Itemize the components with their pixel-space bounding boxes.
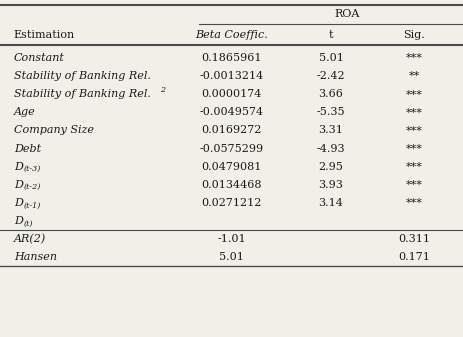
Text: D: D <box>14 180 23 190</box>
Text: 0.0271212: 0.0271212 <box>201 198 262 208</box>
Text: 3.14: 3.14 <box>319 198 344 208</box>
Text: Constant: Constant <box>14 53 65 63</box>
Text: (t): (t) <box>24 219 34 227</box>
Text: -2.42: -2.42 <box>317 71 345 81</box>
Text: Stability of Banking Rel.: Stability of Banking Rel. <box>14 71 151 81</box>
Text: 5.01: 5.01 <box>219 252 244 262</box>
Text: ***: *** <box>406 180 423 190</box>
Text: 0.171: 0.171 <box>399 252 430 262</box>
Text: 0.0479081: 0.0479081 <box>201 161 262 172</box>
Text: (t-3): (t-3) <box>24 165 42 173</box>
Text: D: D <box>14 216 23 226</box>
Text: 2: 2 <box>160 86 165 94</box>
Text: 0.0134468: 0.0134468 <box>201 180 262 190</box>
Text: 0.311: 0.311 <box>398 234 431 244</box>
Text: Beta Coeffic.: Beta Coeffic. <box>195 30 268 40</box>
Text: 3.93: 3.93 <box>319 180 344 190</box>
Text: ***: *** <box>406 161 423 172</box>
Text: (t-1): (t-1) <box>24 202 42 209</box>
Text: 0.0169272: 0.0169272 <box>201 125 262 135</box>
Text: D: D <box>14 161 23 172</box>
Text: -0.0575299: -0.0575299 <box>200 144 263 154</box>
Text: Sig.: Sig. <box>404 30 425 40</box>
Text: -4.93: -4.93 <box>317 144 345 154</box>
Text: 0.1865961: 0.1865961 <box>201 53 262 63</box>
Text: ***: *** <box>406 125 423 135</box>
Text: (t-2): (t-2) <box>24 183 42 191</box>
Text: Company Size: Company Size <box>14 125 94 135</box>
Text: Estimation: Estimation <box>14 30 75 40</box>
Text: AR(2): AR(2) <box>14 234 46 244</box>
Text: D: D <box>14 198 23 208</box>
Text: 3.31: 3.31 <box>319 125 344 135</box>
Text: ***: *** <box>406 198 423 208</box>
Text: ***: *** <box>406 89 423 99</box>
Text: Age: Age <box>14 108 36 117</box>
Text: Hansen: Hansen <box>14 252 57 262</box>
Text: t: t <box>329 30 333 40</box>
Text: **: ** <box>409 71 420 81</box>
Text: ***: *** <box>406 108 423 117</box>
Text: ***: *** <box>406 144 423 154</box>
Text: 0.0000174: 0.0000174 <box>201 89 262 99</box>
Text: -1.01: -1.01 <box>217 234 246 244</box>
Text: -5.35: -5.35 <box>317 108 345 117</box>
Text: -0.0049574: -0.0049574 <box>200 108 263 117</box>
Text: 2.95: 2.95 <box>319 161 344 172</box>
Text: -0.0013214: -0.0013214 <box>200 71 263 81</box>
Text: ***: *** <box>406 53 423 63</box>
Text: ROA: ROA <box>335 9 360 20</box>
Text: 3.66: 3.66 <box>319 89 344 99</box>
Text: 5.01: 5.01 <box>319 53 344 63</box>
Text: Stability of Banking Rel.: Stability of Banking Rel. <box>14 89 151 99</box>
Text: Debt: Debt <box>14 144 41 154</box>
